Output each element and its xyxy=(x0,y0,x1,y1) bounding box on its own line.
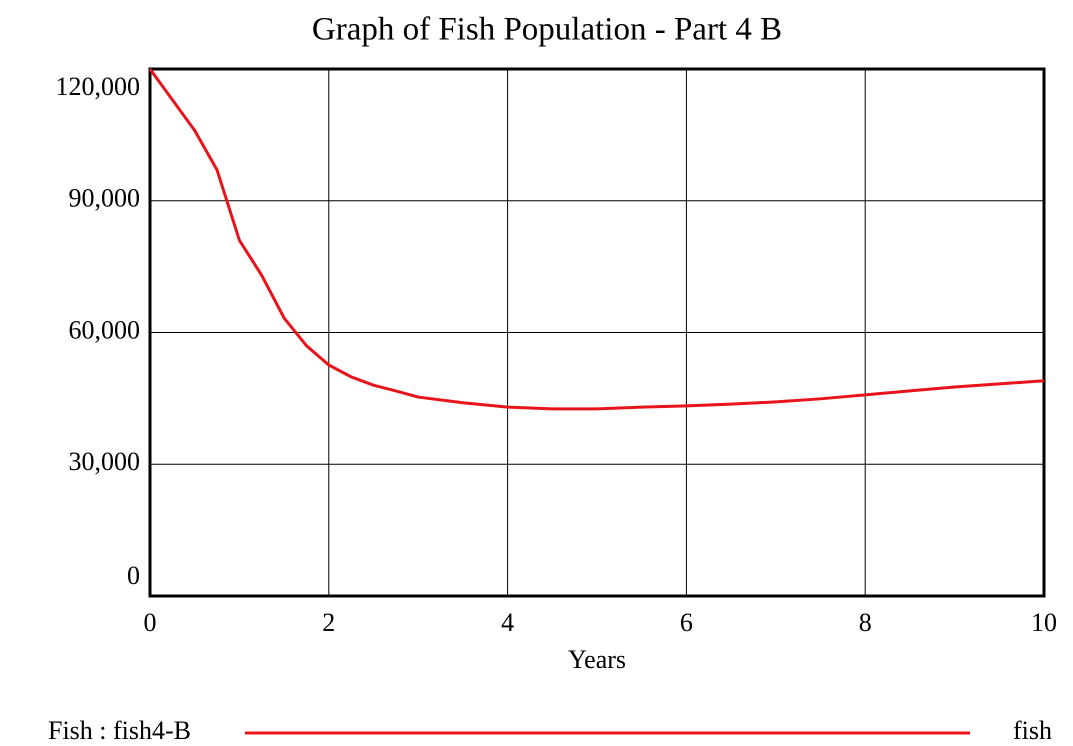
x-axis-label: Years xyxy=(568,645,626,674)
x-tick-label: 4 xyxy=(501,608,514,637)
x-tick-label: 10 xyxy=(1031,608,1057,637)
y-tick-label: 90,000 xyxy=(69,184,141,213)
y-tick-label: 30,000 xyxy=(69,447,141,476)
legend-label: Fish : fish4-B xyxy=(48,716,191,745)
legend-units: fish xyxy=(1013,716,1052,745)
x-tick-label: 0 xyxy=(144,608,157,637)
y-tick-label: 0 xyxy=(127,561,140,590)
data-line xyxy=(148,68,1045,411)
x-tick-label: 2 xyxy=(322,608,335,637)
plot-frame xyxy=(148,67,1046,598)
y-tick-label: 60,000 xyxy=(69,315,141,344)
y-tick-label: 120,000 xyxy=(56,72,141,101)
x-tick-label: 8 xyxy=(859,608,872,637)
x-tick-label: 6 xyxy=(680,608,693,637)
chart-title: Graph of Fish Population - Part 4 B xyxy=(312,12,782,48)
